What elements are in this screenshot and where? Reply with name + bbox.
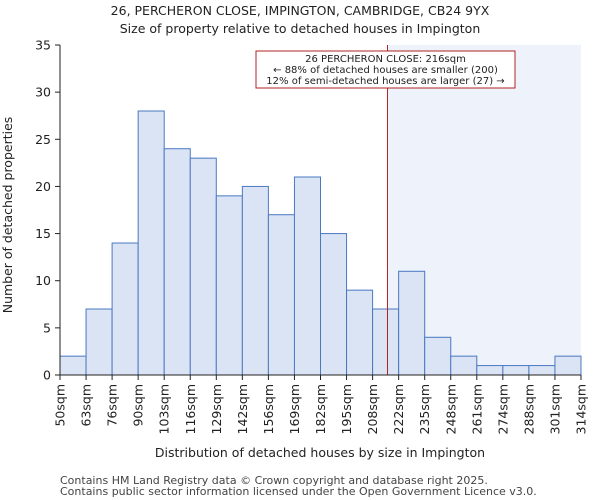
bar-63sqm — [85, 308, 113, 376]
bar-274sqm — [502, 365, 530, 376]
y-tick-label: 30 — [35, 85, 51, 100]
bar-248sqm — [450, 355, 478, 376]
bar-103sqm — [163, 148, 191, 376]
x-tick-label: 182sqm — [313, 384, 328, 434]
x-tick-label: 76sqm — [105, 384, 120, 427]
y-axis-label: Number of detached properties — [0, 117, 15, 314]
x-tick-label: 103sqm — [157, 384, 172, 434]
bar-50sqm — [59, 355, 87, 376]
footer-line-2: Contains public sector information licen… — [60, 485, 537, 498]
bar-195sqm — [346, 289, 374, 376]
bar-261sqm — [476, 365, 504, 376]
x-tick-label: 142sqm — [235, 384, 250, 434]
bar-90sqm — [137, 110, 165, 376]
bar-129sqm — [215, 195, 243, 376]
chart-title: 26, PERCHERON CLOSE, IMPINGTON, CAMBRIDG… — [111, 3, 490, 18]
bar-288sqm — [528, 365, 556, 376]
bar-116sqm — [189, 157, 217, 376]
x-tick-label: 156sqm — [261, 384, 276, 434]
x-tick-label: 195sqm — [339, 384, 354, 434]
x-tick-label: 301sqm — [547, 384, 562, 434]
y-tick-label: 10 — [35, 273, 51, 288]
x-tick-label: 235sqm — [417, 384, 432, 434]
x-tick-label: 248sqm — [443, 384, 458, 434]
y-tick-label: 0 — [43, 368, 51, 383]
x-tick-label: 261sqm — [469, 384, 484, 434]
annotation-line-1: 26 PERCHERON CLOSE: 216sqm — [305, 54, 466, 65]
annotation-border — [255, 50, 516, 89]
y-tick-label: 20 — [35, 179, 51, 194]
x-tick-label: 169sqm — [287, 384, 302, 434]
x-tick-label: 90sqm — [131, 384, 146, 427]
bar-222sqm — [398, 270, 426, 376]
annotation-box: 26 PERCHERON CLOSE: 216sqm ← 88% of deta… — [255, 50, 516, 89]
bar-301sqm — [554, 355, 582, 376]
y-tick-label: 25 — [35, 132, 51, 147]
footer-line-1: Contains HM Land Registry data © Crown c… — [60, 474, 488, 487]
x-tick-label: 50sqm — [53, 384, 68, 427]
bars-group — [59, 110, 582, 376]
x-tick-label: 288sqm — [521, 384, 536, 434]
annotation-line-3: 12% of semi-detached houses are larger (… — [266, 76, 504, 87]
annotation-line-2: ← 88% of detached houses are smaller (20… — [273, 65, 498, 76]
x-tick-label: 116sqm — [183, 384, 198, 434]
x-tick-label: 222sqm — [391, 384, 406, 434]
y-tick-label: 15 — [35, 226, 51, 241]
y-tick-label: 35 — [35, 38, 51, 53]
bar-235sqm — [424, 336, 452, 376]
bar-169sqm — [293, 176, 322, 376]
x-tick-label: 129sqm — [209, 384, 224, 434]
bar-208sqm — [372, 308, 400, 376]
x-tick-label: 63sqm — [79, 384, 94, 427]
bar-182sqm — [320, 233, 348, 376]
bar-142sqm — [241, 185, 269, 376]
chart-subtitle: Size of property relative to detached ho… — [120, 21, 481, 36]
x-axis-label: Distribution of detached houses by size … — [155, 445, 485, 460]
bar-76sqm — [111, 242, 139, 376]
y-ticks-group: 0 5 10 15 20 25 30 35 — [35, 38, 60, 383]
x-ticks-group: 50sqm 63sqm 76sqm 90sqm 103sqm 116sqm 129sqm 14… — [53, 375, 589, 434]
bar-156sqm — [267, 214, 295, 376]
x-tick-label: 208sqm — [365, 384, 380, 434]
x-tick-label: 314sqm — [574, 384, 589, 434]
y-tick-label: 5 — [43, 320, 51, 335]
x-tick-label: 274sqm — [495, 384, 510, 434]
